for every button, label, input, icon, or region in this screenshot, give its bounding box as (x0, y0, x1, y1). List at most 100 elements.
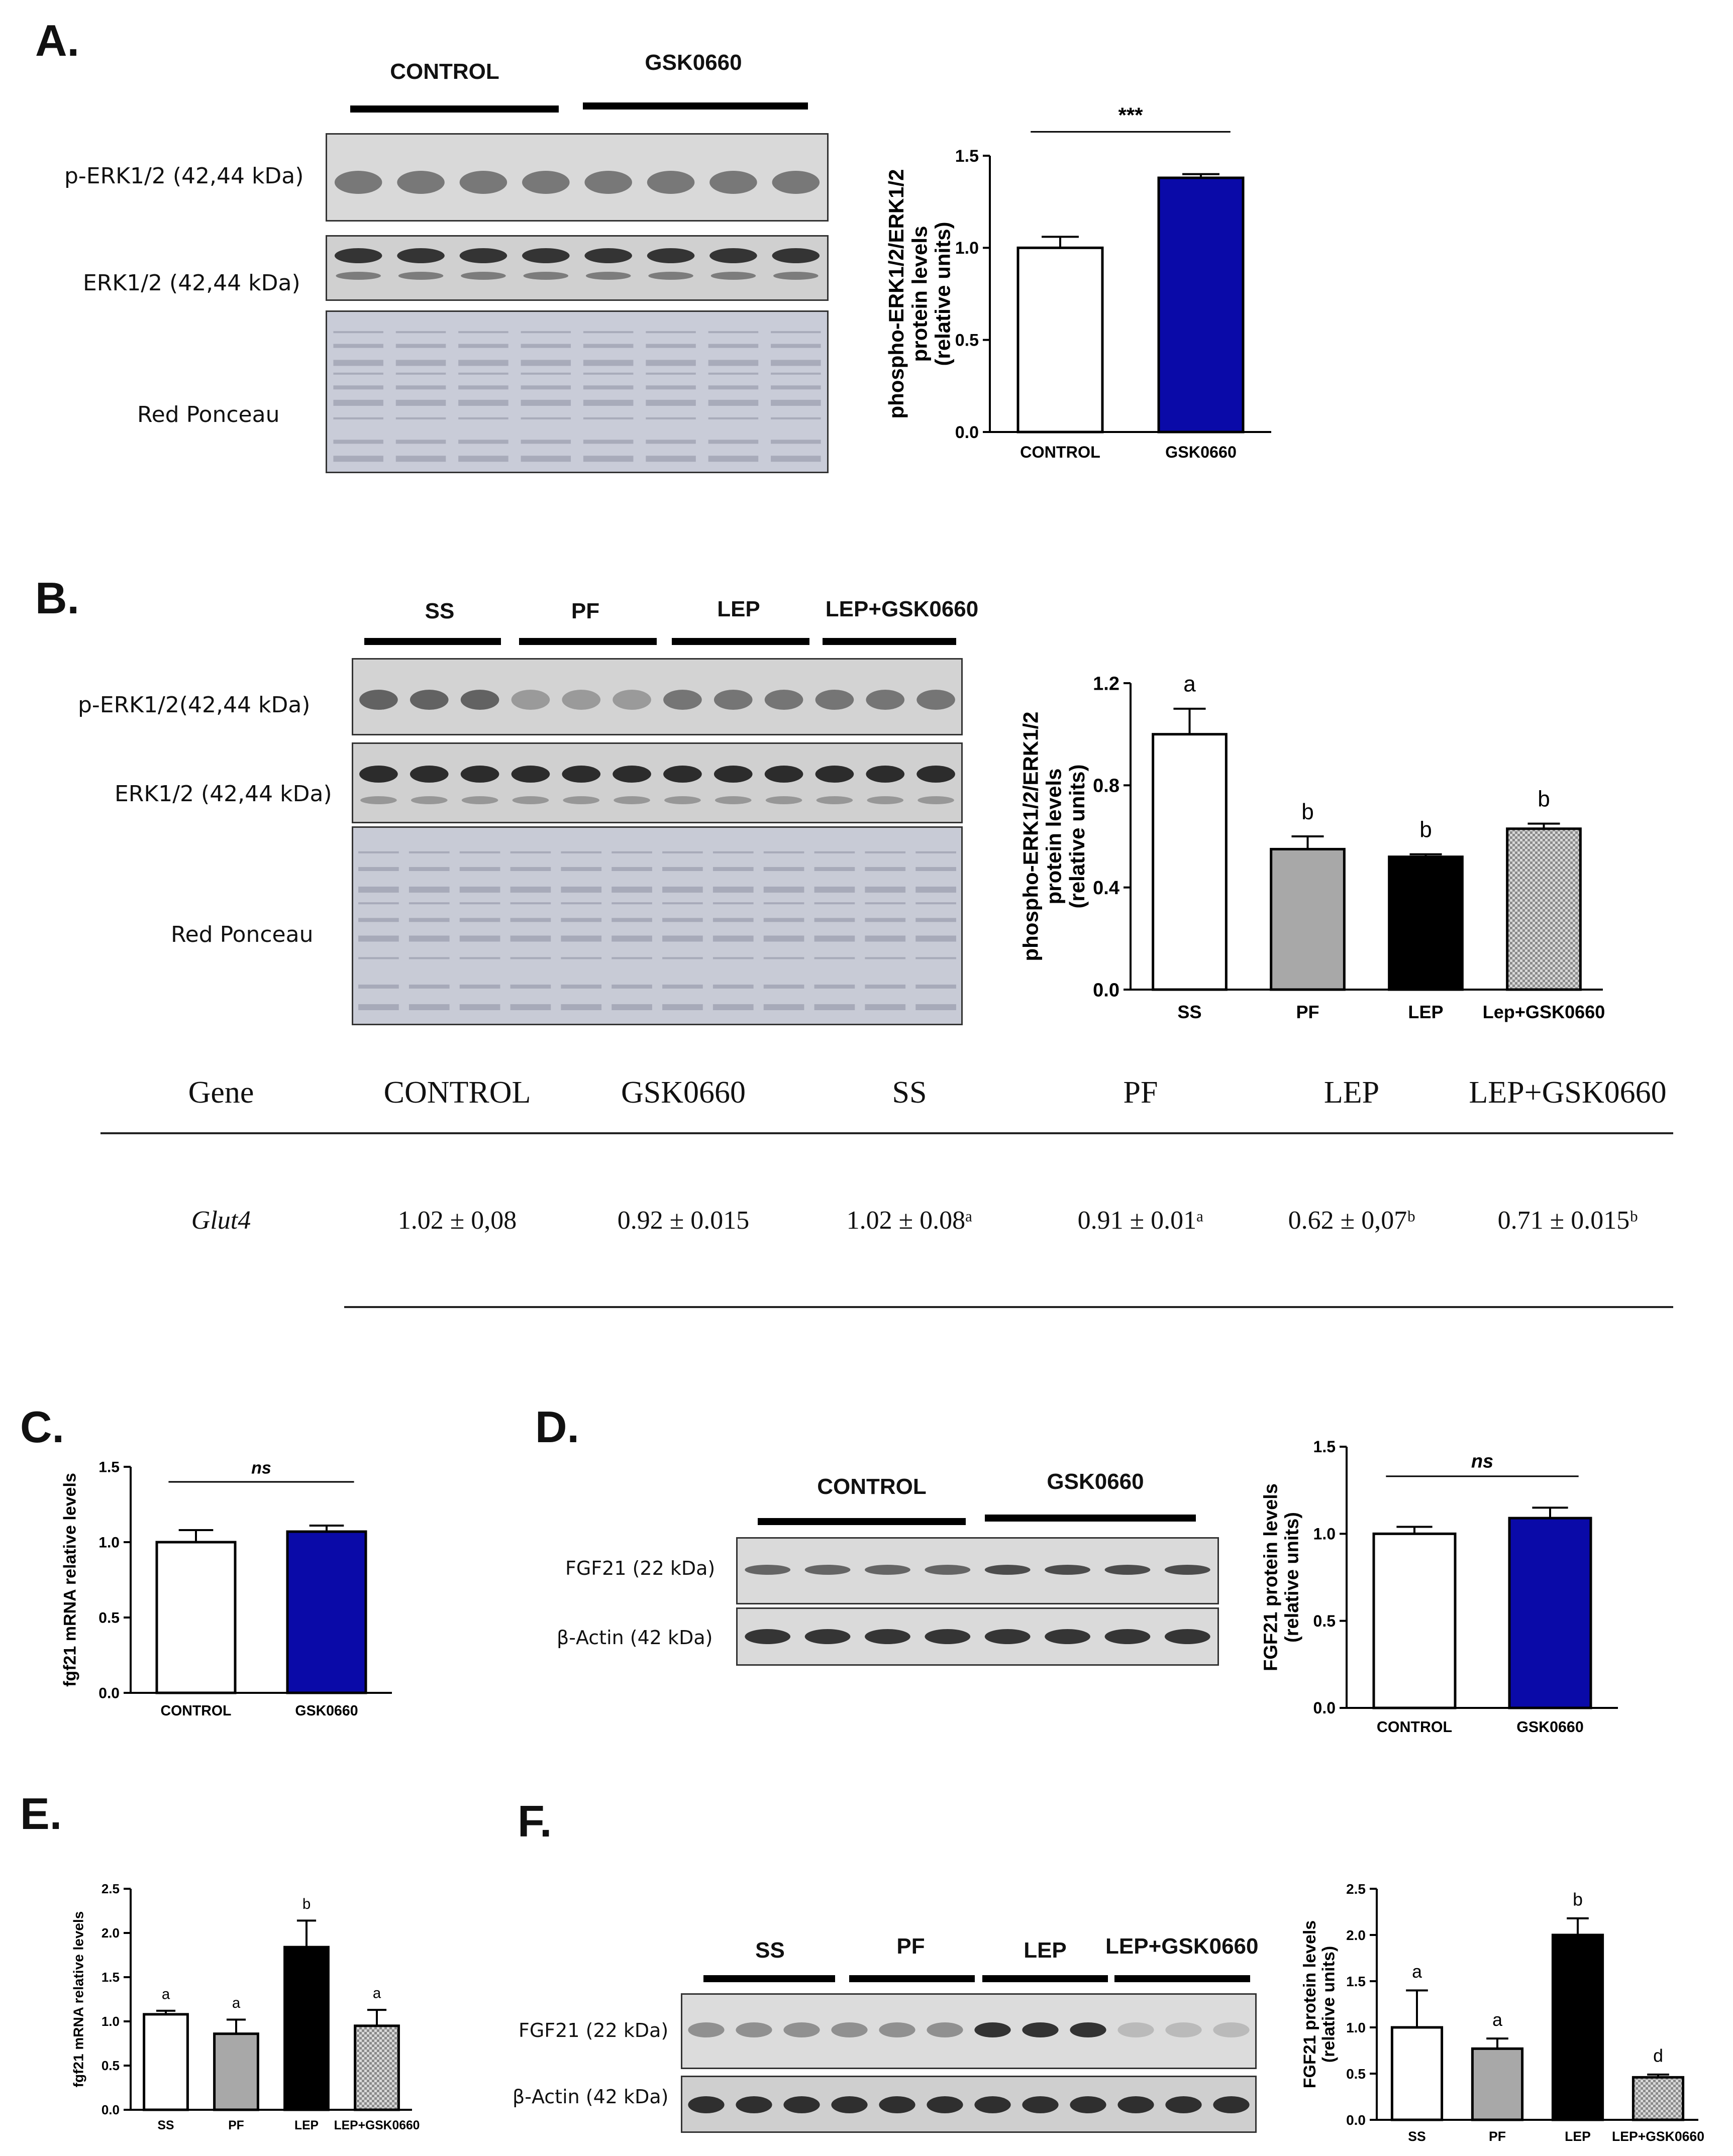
blot-band (460, 690, 499, 710)
ponceau-band (915, 957, 956, 959)
y-tick-label: 0.0 (98, 1685, 120, 1702)
y-tick-label: 0.0 (1313, 1699, 1336, 1717)
western-blot-beta-actin (681, 2076, 1257, 2133)
blot-band (764, 766, 803, 783)
y-axis-label: protein levels (1042, 769, 1066, 905)
bar (1506, 827, 1582, 991)
blot-band (736, 2022, 772, 2037)
group-label-lep: LEP (717, 597, 760, 621)
ponceau-band (712, 957, 754, 959)
ponceau-band (333, 331, 383, 334)
blot-band (918, 796, 954, 804)
blot-band (688, 2022, 725, 2037)
chart-panel-a: 0.0 0.5 1.0 1.5 phospho-ERK1/2/ERK1/2 protein… (884, 103, 1271, 461)
ponceau-band (915, 935, 956, 942)
blot-band (713, 690, 753, 710)
y-tick-label: 2.0 (101, 1925, 120, 1941)
blot-band (613, 766, 651, 783)
ponceau-band (708, 385, 759, 390)
red-ponceau-stain (326, 310, 829, 473)
ponceau-band (611, 985, 652, 989)
blot-band (816, 796, 853, 804)
ponceau-band (521, 331, 571, 334)
ponceau-band (358, 887, 399, 893)
ponceau-band (409, 867, 450, 871)
blot-band (360, 796, 397, 804)
significance-letter: a (373, 1985, 381, 2002)
blot-band (715, 796, 752, 804)
y-tick-label: 1.5 (1313, 1438, 1336, 1456)
group-bar (1114, 1975, 1250, 1982)
blot-band (512, 796, 549, 804)
y-tick-label: 1.0 (955, 239, 979, 258)
ponceau-band (521, 399, 571, 406)
y-axis-label: FGF21 protein levels (1300, 1920, 1319, 2088)
ponceau-band (865, 935, 906, 942)
ponceau-band (814, 918, 855, 922)
ponceau-band (561, 985, 602, 989)
y-tick-label: 0.8 (1093, 776, 1119, 797)
ponceau-band (662, 957, 703, 959)
x-tick-label: SS (1177, 1002, 1201, 1022)
ponceau-band (358, 918, 399, 922)
ponceau-band (865, 1004, 906, 1010)
blot-band (1165, 2022, 1202, 2037)
y-tick-label: 0.5 (98, 1610, 120, 1627)
ponceau-band (409, 918, 450, 922)
panel-letter-a: A. (35, 16, 79, 65)
blot-band (709, 248, 757, 263)
bar (1270, 847, 1346, 991)
ponceau-band (611, 918, 652, 922)
group-label-pf: PF (571, 599, 600, 623)
ponceau-band (395, 331, 446, 334)
ponceau-band (333, 372, 383, 375)
y-axis-label: (relative units) (931, 222, 955, 366)
ponceau-band (458, 440, 508, 444)
ponceau-band (865, 902, 906, 905)
ponceau-band (561, 957, 602, 959)
blot-band (974, 2022, 1011, 2037)
ponceau-band (915, 985, 956, 989)
blot-band (562, 690, 601, 710)
ponceau-band (358, 851, 399, 853)
y-tick-label: 1.0 (101, 2014, 120, 2029)
x-tick-label: LEP (1565, 2129, 1591, 2144)
bar (1471, 2047, 1524, 2121)
y-tick-label: 1.0 (98, 1535, 120, 1551)
ponceau-band (521, 360, 571, 366)
blot-band (359, 690, 398, 710)
blot-band (1070, 2096, 1106, 2113)
blot-band (1104, 1565, 1151, 1575)
ponceau-band (510, 985, 551, 989)
y-tick-label: 0.5 (1313, 1612, 1336, 1630)
ponceau-band (333, 417, 383, 419)
ponceau-band (763, 935, 804, 942)
blot-band (647, 171, 695, 194)
blot-band (1213, 2096, 1250, 2113)
blot-band (663, 766, 702, 783)
bar (213, 2032, 259, 2111)
y-tick-label: 0.0 (101, 2102, 120, 2117)
blot-band (1117, 2096, 1154, 2113)
ponceau-band (712, 867, 754, 871)
blot-band (664, 796, 701, 804)
y-tick-label: 0.0 (1093, 980, 1119, 1001)
ponceau-band (915, 902, 956, 905)
panel-letter-f: F. (518, 1796, 552, 1846)
ponceau-band (521, 417, 571, 419)
blot-band (410, 766, 449, 783)
ponceau-band (358, 985, 399, 989)
table-rule-bottom (344, 1306, 1673, 1308)
ponceau-band (561, 1004, 602, 1010)
ponceau-band (458, 331, 508, 334)
ponceau-band (458, 417, 508, 419)
x-tick-label: SS (158, 2119, 174, 2132)
ponceau-band (561, 887, 602, 893)
ponceau-band (583, 417, 634, 419)
blot-band (663, 690, 702, 710)
blot-band (334, 248, 382, 263)
ponceau-band (763, 851, 804, 853)
chart-panel-c: 0.0 0.5 1.0 1.5 fgf21 mRNA relative levels CO… (60, 1459, 392, 1719)
ponceau-band (662, 902, 703, 905)
western-blot-fgf21 (681, 1993, 1257, 2069)
